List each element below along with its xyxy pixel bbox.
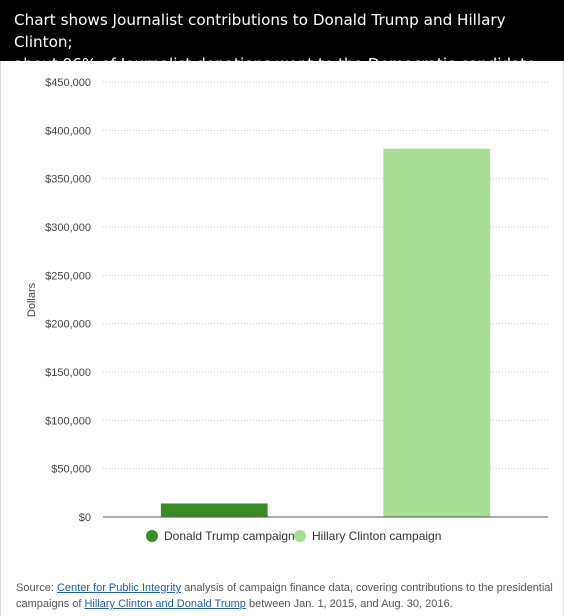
- bars: [160, 148, 491, 517]
- source-prefix: Source:: [16, 582, 57, 594]
- y-tick-label: $0: [79, 512, 91, 524]
- source-note: Source: Center for Public Integrity anal…: [16, 580, 556, 612]
- y-tick-label: $300,000: [45, 222, 91, 234]
- source-middle: analysis of campaign finance data, cover…: [16, 582, 553, 610]
- y-tick-label: $400,000: [45, 125, 91, 137]
- legend: Donald Trump campaign Hillary Clinton ca…: [0, 529, 564, 545]
- y-tick-label: $350,000: [45, 174, 91, 186]
- y-axis-label: Dollars: [26, 282, 38, 317]
- y-tick-label: $250,000: [45, 270, 91, 282]
- grid-lines: [103, 81, 548, 470]
- bar-trump: [160, 503, 268, 517]
- y-tick-label: $50,000: [51, 464, 91, 476]
- y-tick-label: $450,000: [45, 77, 91, 89]
- source-link-cpi[interactable]: Center for Public Integrity: [56, 582, 182, 594]
- caption-header: Chart shows Journalist contributions to …: [0, 0, 564, 95]
- legend-swatch-trump: [146, 530, 158, 542]
- y-tick-label: $100,000: [45, 415, 91, 427]
- legend-item-clinton: Hillary Clinton campaign: [294, 529, 441, 543]
- legend-label-clinton: Hillary Clinton campaign: [312, 529, 442, 543]
- source-suffix: between Jan. 1, 2015, and Aug. 30, 2016.: [245, 598, 453, 610]
- bar-clinton: [383, 148, 491, 517]
- legend-label-trump: Donald Trump campaign: [164, 529, 295, 543]
- y-tick-label: $150,000: [45, 367, 91, 379]
- y-tick-label: $200,000: [45, 319, 91, 331]
- source-link-campaigns[interactable]: Hillary Clinton and Donald Trump: [84, 598, 246, 610]
- caption-line-1: Chart shows Journalist contributions to …: [14, 11, 506, 51]
- y-axis-ticks: $0 $50,000 $100,000 $150,000 $200,000 $250,00…: [45, 77, 91, 524]
- legend-item-trump: Donald Trump campaign: [146, 529, 295, 543]
- legend-swatch-clinton: [294, 530, 306, 542]
